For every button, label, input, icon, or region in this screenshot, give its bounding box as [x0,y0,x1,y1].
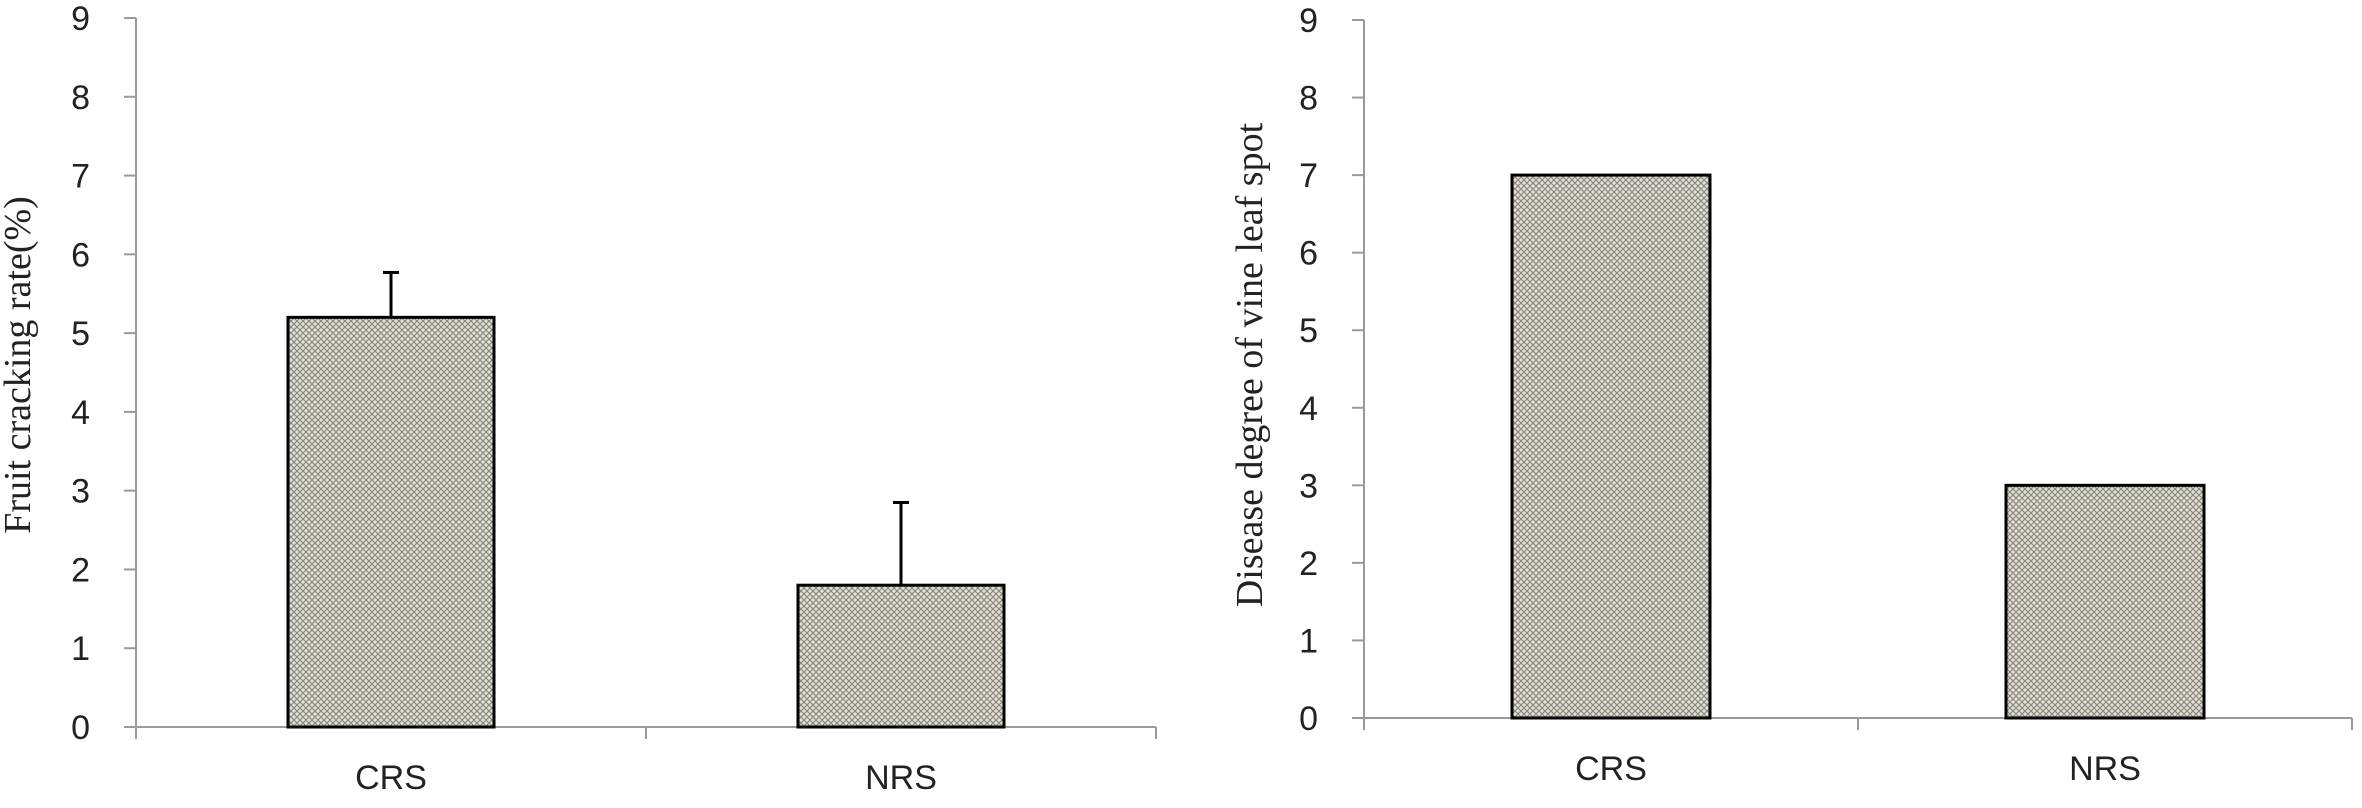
y-tick-label: 9 [1299,2,1318,40]
x-tick-label: CRS [355,759,427,797]
y-tick-label: 5 [71,315,90,353]
y-tick-label: 6 [71,236,90,274]
chart-1-y-axis: 0 1 2 3 4 5 6 7 8 9 [71,0,137,747]
x-tick-label: NRS [2069,750,2141,788]
x-tick-label: CRS [1575,750,1647,788]
y-tick-label: 6 [1299,235,1318,273]
y-tick-label: 2 [1299,545,1318,583]
bar-crs [1510,173,1712,720]
y-tick-label: 7 [71,158,90,196]
y-tick-label: 5 [1299,312,1318,350]
y-tick-label: 1 [1299,622,1318,660]
chart-2: 0 1 2 3 4 5 6 7 8 9 CRS NRS Disease degree of vine… [1229,2,2353,788]
chart-2-y-axis: 0 1 2 3 4 5 6 7 8 9 [1299,2,1365,738]
y-tick-label: 0 [1299,700,1318,738]
y-tick-label: 4 [1299,390,1318,428]
y-tick-label: 1 [71,630,90,668]
chart-2-x-axis: CRS NRS [1363,717,2353,788]
y-tick-label: 0 [71,709,90,747]
y-tick-label: 8 [71,79,90,117]
x-tick-label: NRS [865,759,937,797]
chart-1-x-axis: CRS NRS [135,726,1157,797]
y-tick-label: 7 [1299,157,1318,195]
y-tick-label: 2 [71,551,90,589]
y-tick-label: 3 [1299,467,1318,505]
y-tick-label: 4 [71,394,90,432]
y-tick-label: 9 [71,0,90,38]
chart-2-bars [1510,173,2206,720]
bar-nrs [796,583,1006,729]
y-tick-label: 3 [71,473,90,511]
chart-1: 0 1 2 3 4 5 6 7 8 9 CRS NRS Fruit cracking rate(%) [0,0,1157,797]
chart-1-bars [286,270,1006,729]
chart-1-y-axis-title: Fruit cracking rate(%) [0,196,39,534]
y-tick-label: 8 [1299,80,1318,118]
bar-crs [286,315,496,729]
chart-2-y-axis-title: Disease degree of vine leaf spot [1229,122,1271,607]
bar-nrs [2004,483,2206,720]
